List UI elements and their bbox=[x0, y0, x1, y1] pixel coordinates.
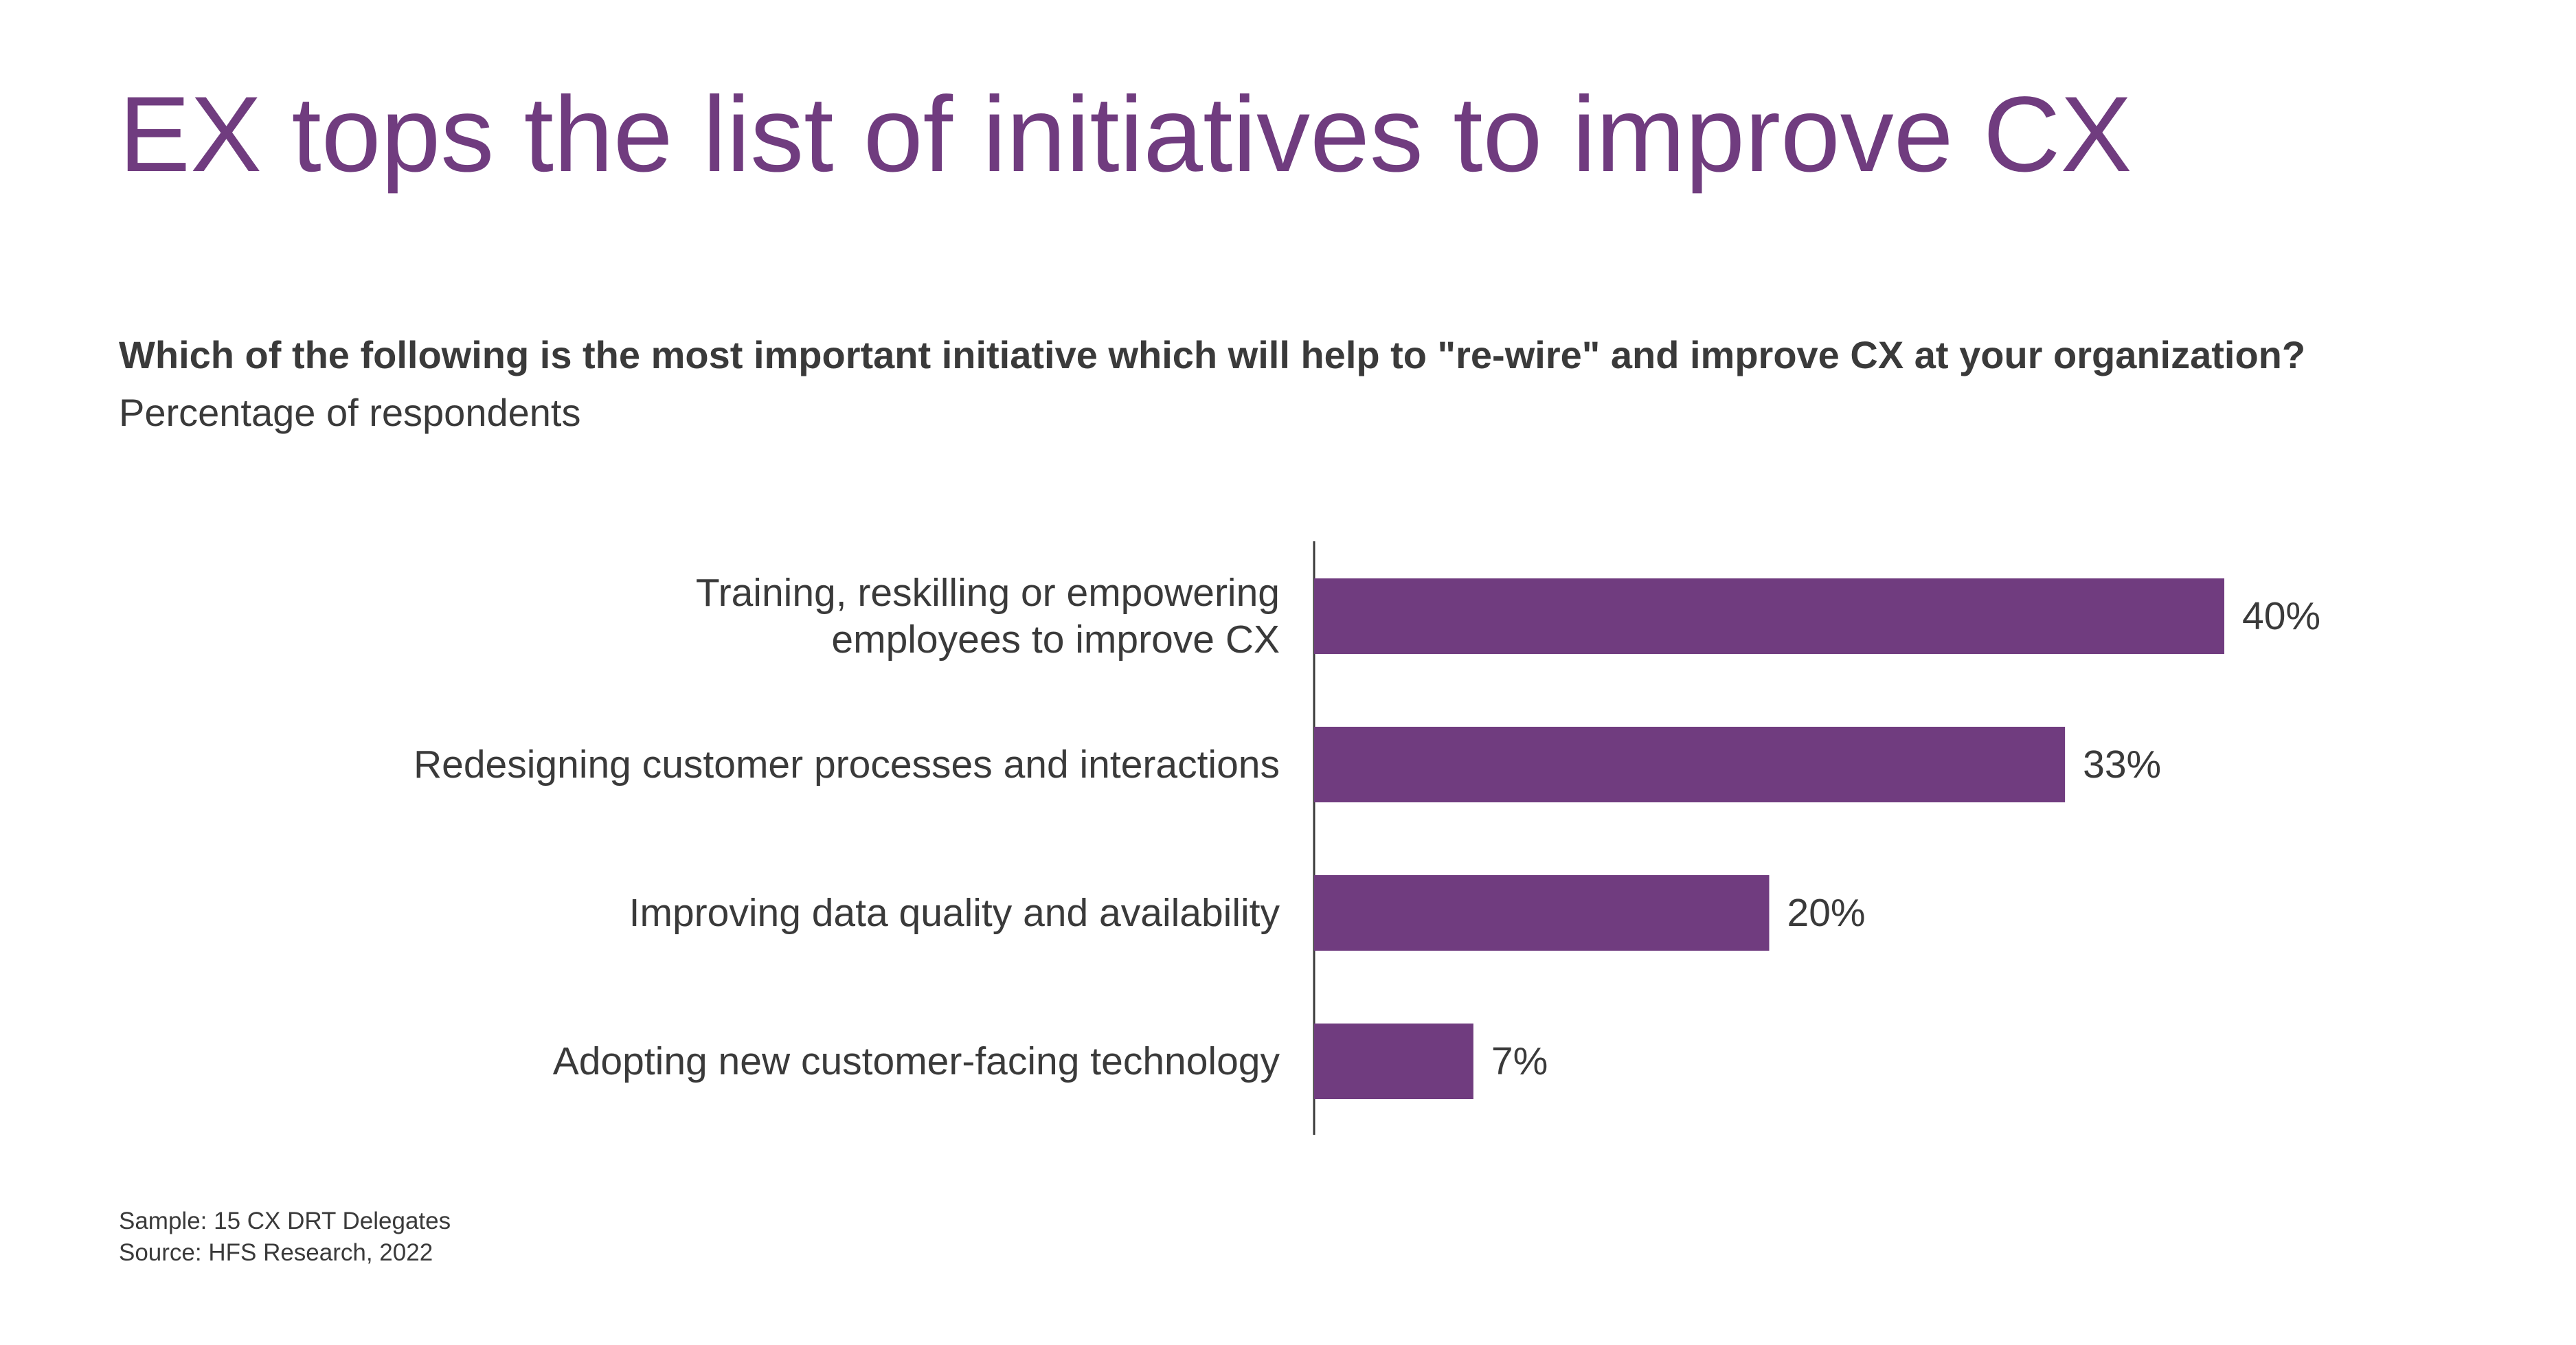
chart-subtitle: Percentage of respondents bbox=[119, 391, 581, 434]
bar-value-label: 33% bbox=[2083, 743, 2161, 787]
bar bbox=[1314, 578, 2224, 654]
bar-value-label: 40% bbox=[2242, 594, 2320, 638]
category-label-line: Redesigning customer processes and inter… bbox=[414, 743, 1280, 787]
bar-value-label: 7% bbox=[1491, 1039, 1548, 1083]
sample-note: Sample: 15 CX DRT Delegates bbox=[119, 1208, 451, 1234]
category-label-line: employees to improve CX bbox=[831, 618, 1280, 662]
category-label-line: Improving data quality and availability bbox=[629, 891, 1280, 935]
survey-question: Which of the following is the most impor… bbox=[119, 333, 2306, 376]
category-label-line: Training, reskilling or empowering bbox=[696, 571, 1280, 615]
page-title: EX tops the list of initiatives to impro… bbox=[119, 75, 2132, 194]
category-label: Training, reskilling or empowering employ… bbox=[696, 571, 1280, 662]
category-label: Adopting new customer-facing technology bbox=[553, 1039, 1280, 1083]
bar bbox=[1314, 727, 2066, 802]
bar-value-label: 20% bbox=[1787, 891, 1866, 935]
category-label: Redesigning customer processes and inter… bbox=[414, 743, 1280, 787]
category-label-line: Adopting new customer-facing technology bbox=[553, 1039, 1280, 1083]
category-label: Improving data quality and availability bbox=[629, 891, 1280, 935]
bar bbox=[1314, 1024, 1473, 1099]
bar bbox=[1314, 875, 1770, 951]
source-note: Source: HFS Research, 2022 bbox=[119, 1239, 433, 1266]
